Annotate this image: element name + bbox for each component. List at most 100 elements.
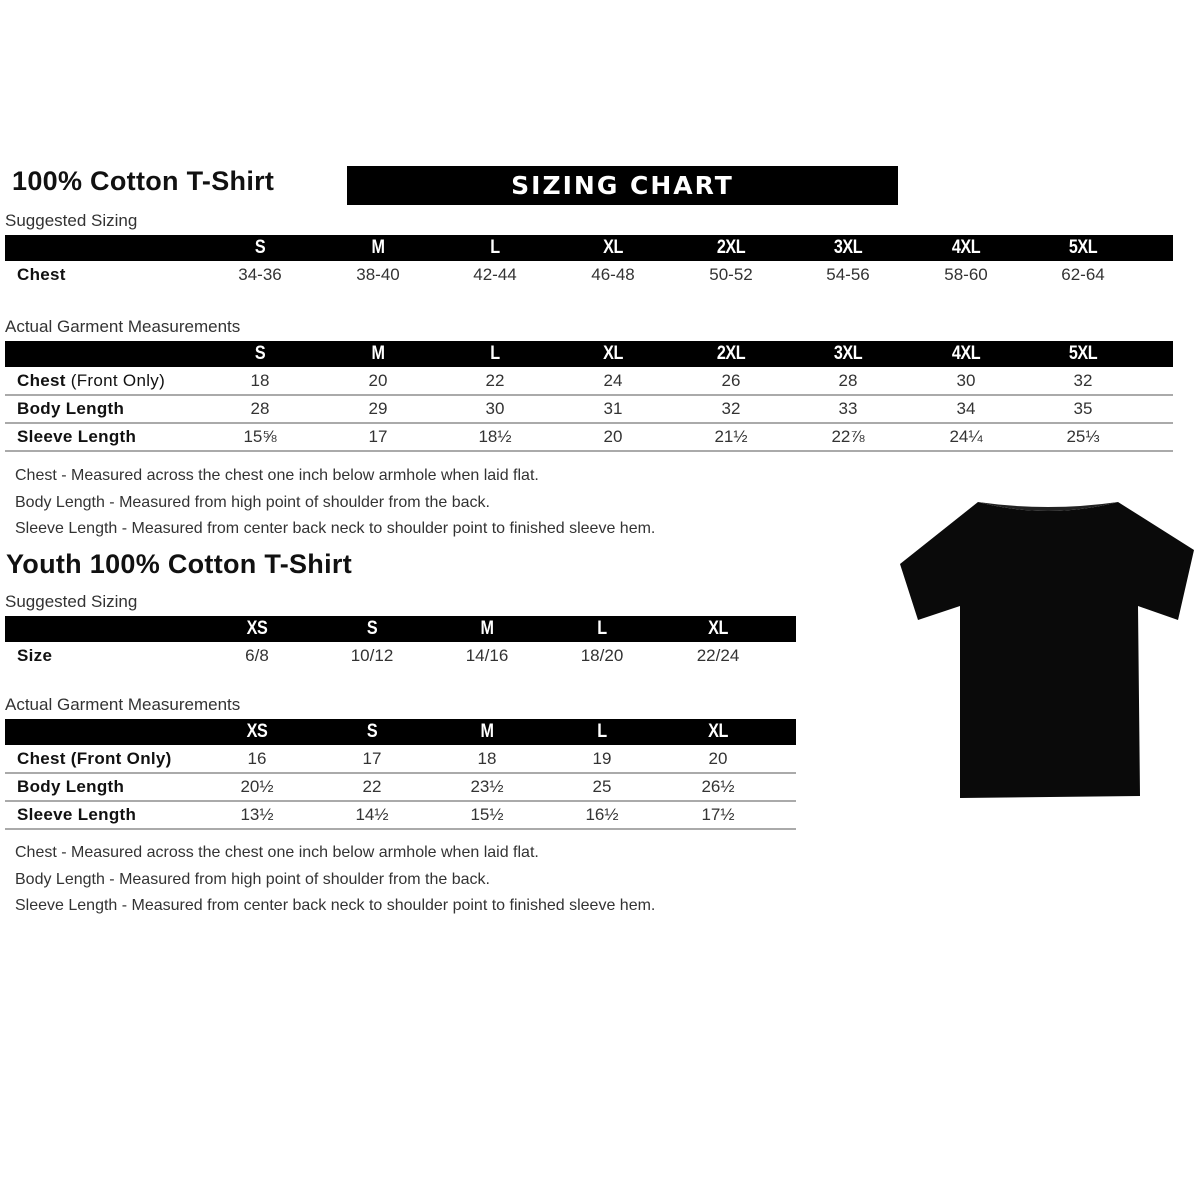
size-header: XL — [708, 618, 728, 639]
row-label-suffix: (Front Only) — [65, 371, 166, 390]
cell-value: 16 — [247, 749, 267, 768]
row-label-text: Sleeve Length — [17, 427, 137, 446]
cell-value: 28 — [838, 371, 858, 390]
size-header: 3XL — [833, 343, 863, 364]
size-header: 5XL — [1068, 237, 1098, 258]
cell-value: 24 — [603, 371, 623, 390]
cell-value: 20 — [368, 371, 388, 390]
row-label-text: Body Length — [17, 777, 125, 796]
row-label: Chest (Front Only) — [17, 367, 165, 395]
size-header: S — [366, 721, 378, 742]
row-divider — [5, 450, 1173, 452]
row-label: Size — [17, 642, 52, 670]
cell-value: 46-48 — [591, 265, 635, 284]
size-header: XS — [246, 618, 268, 639]
cell-value: 14/16 — [465, 646, 509, 665]
size-header: L — [597, 721, 607, 742]
row-label: Body Length — [17, 395, 124, 423]
cell-value: 31 — [603, 399, 623, 418]
row-label: Chest (Front Only) — [17, 745, 172, 773]
cell-value: 15⅝ — [243, 427, 277, 446]
cell-value: 38-40 — [356, 265, 400, 284]
table-row: Chest 34-36 38-40 42-44 46-48 50-52 54-56 58-60… — [5, 261, 1173, 289]
tshirt-icon — [900, 502, 1194, 798]
measurement-note: Body Length - Measured from high point o… — [15, 870, 490, 888]
size-header: S — [366, 618, 378, 639]
row-label: Sleeve Length — [17, 423, 136, 451]
size-header: XL — [603, 343, 623, 364]
cell-value: 54-56 — [826, 265, 870, 284]
cell-value: 16½ — [585, 805, 619, 824]
cell-value: 13½ — [240, 805, 274, 824]
cell-value: 58-60 — [944, 265, 988, 284]
size-header: L — [490, 237, 500, 258]
cell-value: 50-52 — [709, 265, 753, 284]
row-label-text: Size — [17, 646, 53, 665]
measurement-note: Chest - Measured across the chest one in… — [15, 467, 539, 484]
cell-value: 19 — [592, 749, 612, 768]
cell-value: 18 — [250, 371, 270, 390]
cell-value: 34 — [956, 399, 976, 418]
measurement-note: Sleeve Length - Measured from center bac… — [15, 897, 656, 914]
youth-title: Youth 100% Cotton T-Shirt — [6, 549, 352, 579]
cell-value: 18½ — [478, 427, 512, 446]
cell-value: 25 — [592, 777, 612, 796]
table-row: Chest (Front Only) 18 20 22 24 26 28 30 32 — [5, 367, 1173, 395]
size-header: 3XL — [833, 237, 863, 258]
sizing-chart-banner: SIZING CHART — [347, 166, 898, 205]
table-row: Size 6/8 10/12 14/16 18/20 22/24 — [5, 642, 796, 670]
cell-value: 17 — [362, 749, 382, 768]
size-header: M — [371, 343, 385, 364]
size-header: XS — [246, 721, 268, 742]
measurement-note: Sleeve Length - Measured from center bac… — [15, 520, 656, 537]
size-header-row: S M L XL 2XL 3XL 4XL 5XL — [5, 235, 1173, 261]
row-label-text: Chest — [17, 371, 66, 390]
size-header: L — [597, 618, 607, 639]
cell-value: 62-64 — [1061, 265, 1105, 284]
size-header: S — [254, 343, 266, 364]
cell-value: 14½ — [355, 805, 389, 824]
row-label-text: Chest (Front Only) — [17, 749, 172, 768]
row-divider — [5, 828, 796, 830]
size-header: 5XL — [1068, 343, 1098, 364]
cell-value: 24¼ — [949, 427, 983, 446]
cell-value: 20 — [708, 749, 728, 768]
cell-value: 22⅞ — [831, 427, 865, 446]
row-label-text: Sleeve Length — [17, 805, 137, 824]
row-label-text: Body Length — [17, 399, 125, 418]
row-label: Chest — [17, 261, 66, 289]
row-label-text: Chest — [17, 265, 66, 284]
cell-value: 15½ — [470, 805, 504, 824]
size-header: L — [490, 343, 500, 364]
row-label: Sleeve Length — [17, 801, 136, 829]
cell-value: 22 — [362, 777, 382, 796]
cell-value: 10/12 — [350, 646, 394, 665]
cell-value: 6/8 — [245, 646, 269, 665]
cell-value: 34-36 — [238, 265, 282, 284]
size-header-row: XS S M L XL — [5, 616, 796, 642]
size-header: M — [480, 618, 494, 639]
adult-title: 100% Cotton T-Shirt — [12, 166, 275, 196]
cell-value: 20½ — [240, 777, 274, 796]
cell-value: 29 — [368, 399, 388, 418]
table-row: Body Length 20½ 22 23½ 25 26½ — [5, 773, 796, 801]
table-row: Sleeve Length 15⅝ 17 18½ 20 21½ 22⅞ 24¼ 25⅓ — [5, 423, 1173, 451]
size-header: XL — [603, 237, 623, 258]
cell-value: 26 — [721, 371, 741, 390]
row-divider — [5, 800, 796, 802]
size-header: 4XL — [951, 237, 981, 258]
row-divider — [5, 422, 1173, 424]
cell-value: 35 — [1073, 399, 1093, 418]
size-header: M — [371, 237, 385, 258]
cell-value: 32 — [721, 399, 741, 418]
size-header: 2XL — [716, 343, 746, 364]
table-row: Chest (Front Only) 16 17 18 19 20 — [5, 745, 796, 773]
cell-value: 28 — [250, 399, 270, 418]
cell-value: 22/24 — [696, 646, 740, 665]
cell-value: 22 — [485, 371, 505, 390]
cell-value: 33 — [838, 399, 858, 418]
cell-value: 20 — [603, 427, 623, 446]
row-divider — [5, 772, 796, 774]
table-row: Body Length 28 29 30 31 32 33 34 35 — [5, 395, 1173, 423]
cell-value: 18/20 — [580, 646, 624, 665]
